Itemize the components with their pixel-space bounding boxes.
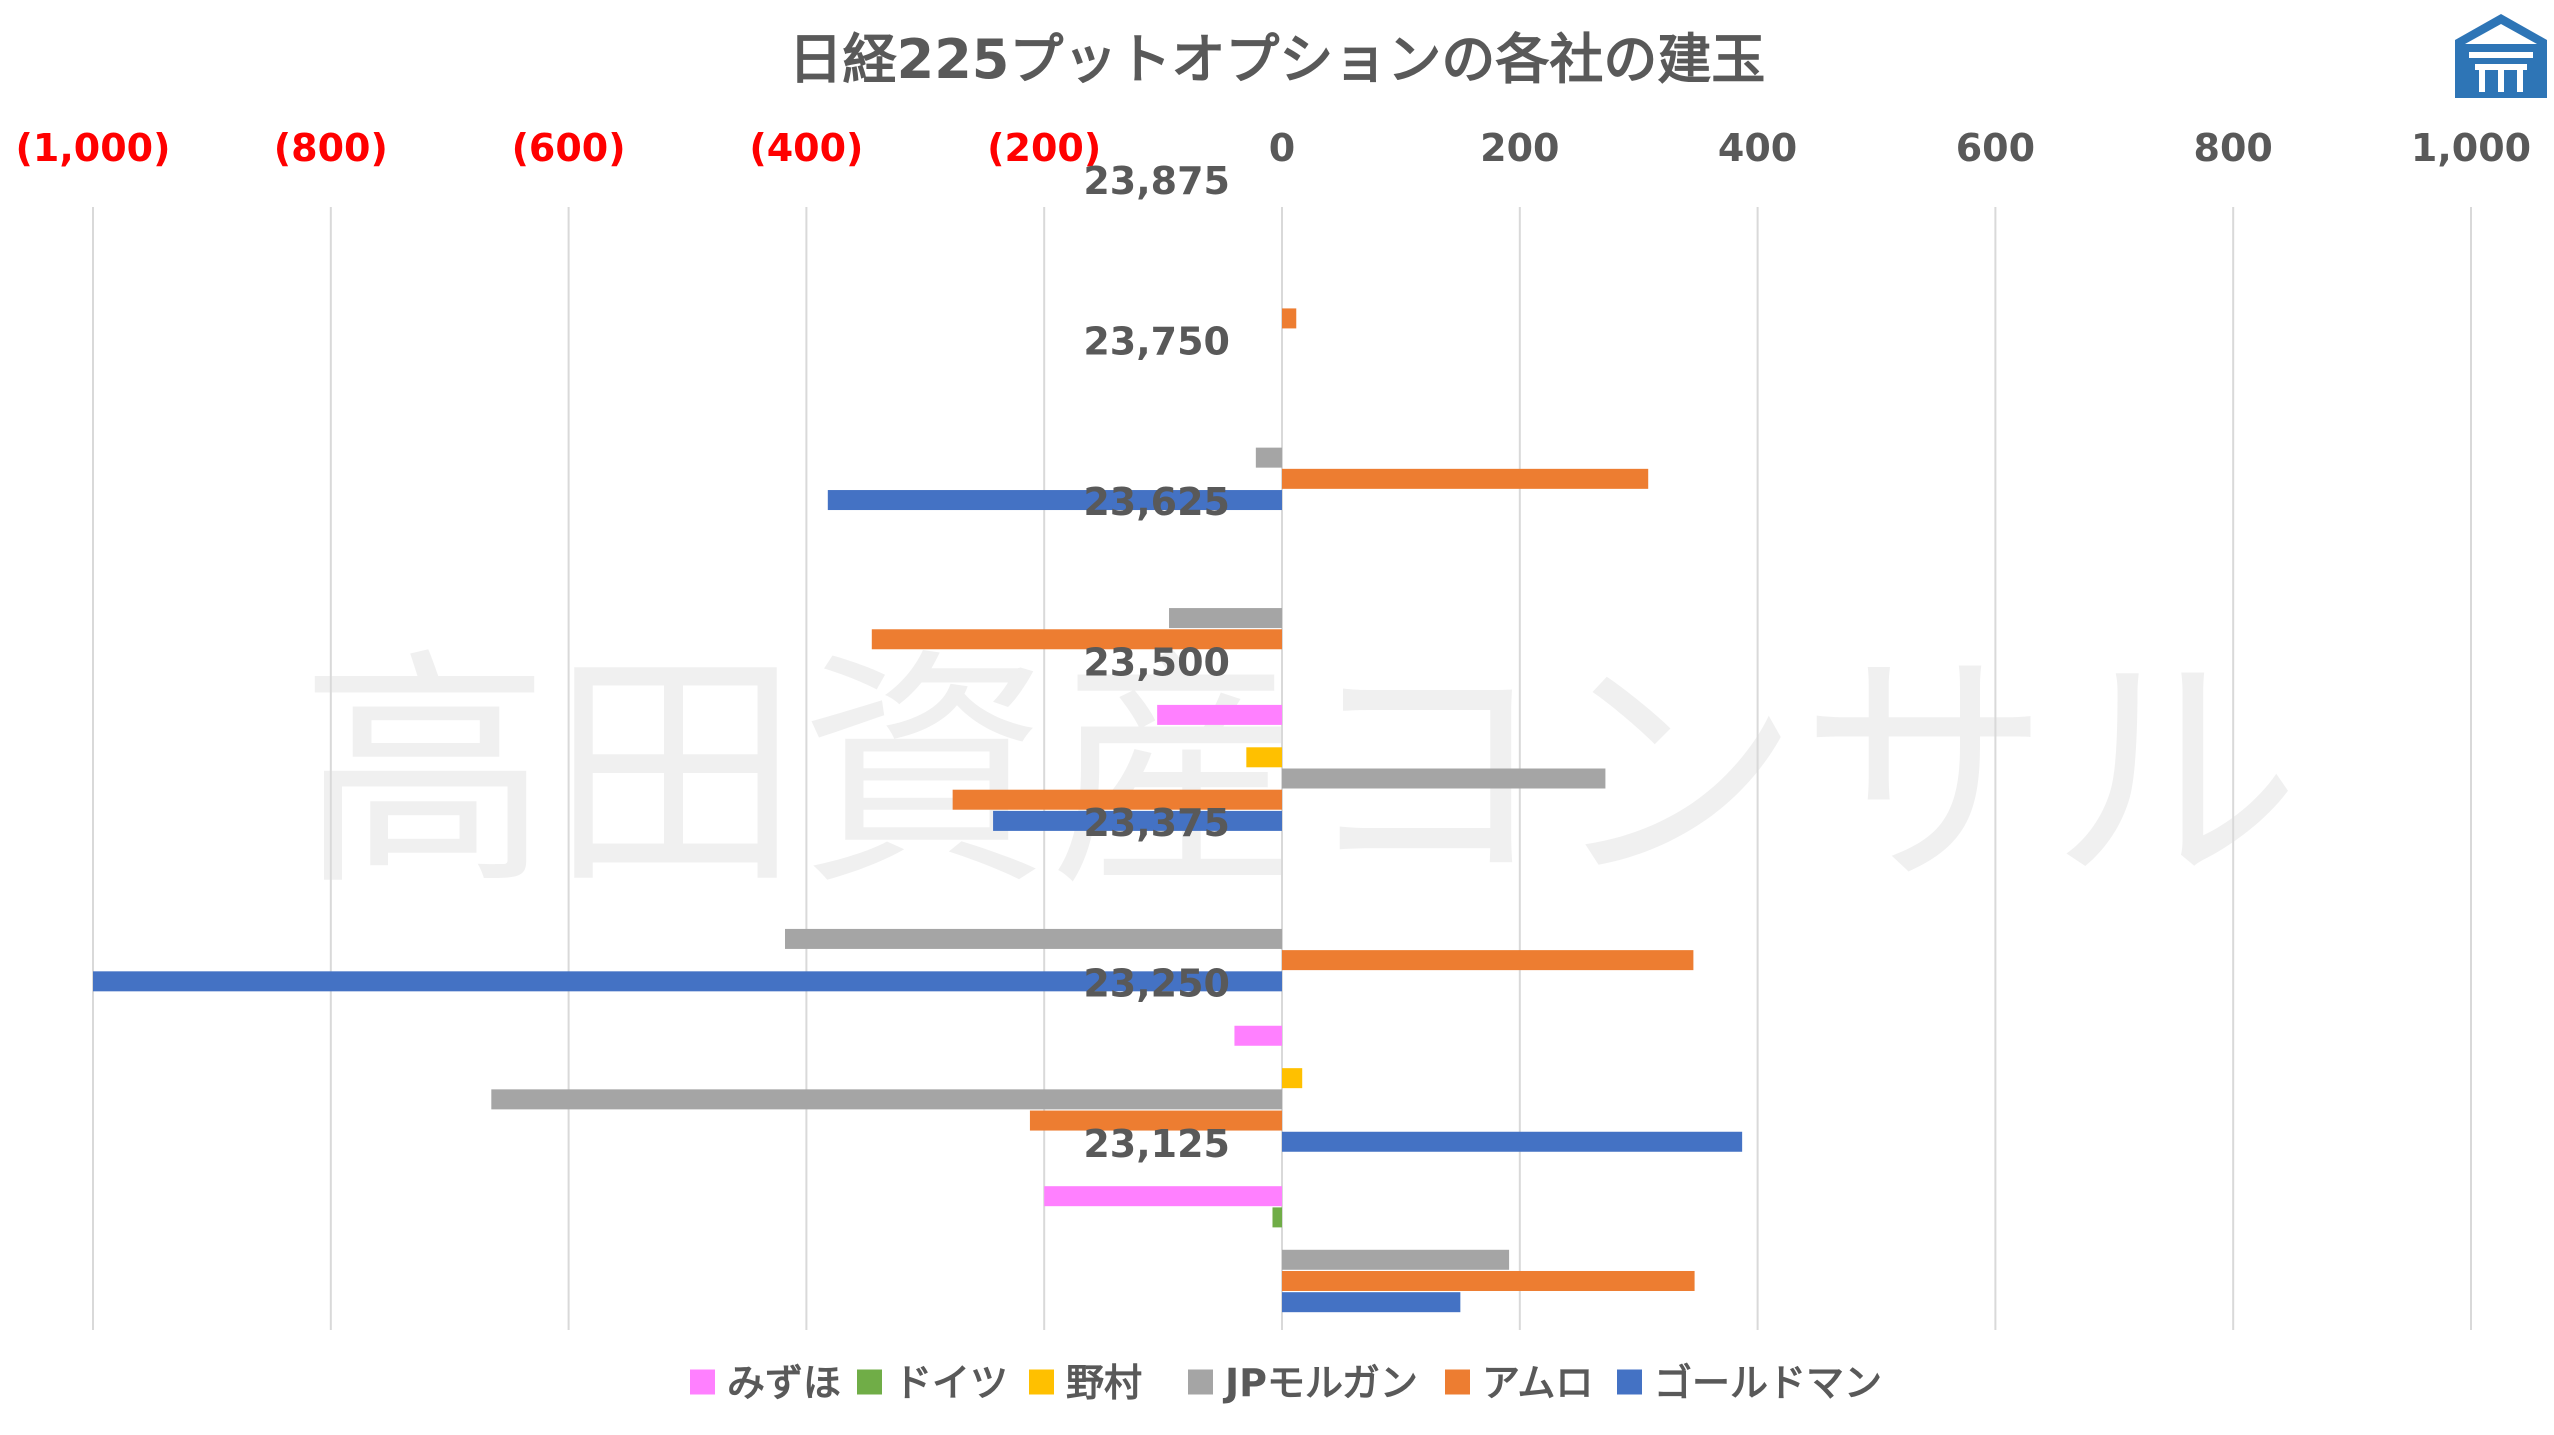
legend-label: アムロ: [1482, 1361, 1593, 1405]
category-label: 23,875: [1083, 159, 1230, 203]
category-label: 23,750: [1083, 320, 1230, 364]
legend-swatch: [1617, 1369, 1642, 1395]
legend-swatch: [857, 1369, 882, 1395]
bar: [1029, 1110, 1282, 1131]
legend-label: 野村: [1066, 1361, 1142, 1405]
x-tick-label: (600): [512, 126, 626, 170]
bar: [1282, 1292, 1461, 1313]
x-tick-label: 200: [1480, 126, 1559, 170]
category-label: 23,250: [1083, 961, 1230, 1005]
category-label: 23,375: [1083, 801, 1230, 845]
legend-label: ゴールドマン: [1654, 1361, 1882, 1405]
x-tick-label: (1,000): [16, 126, 171, 170]
bar: [1157, 704, 1282, 725]
bar: [1282, 1249, 1510, 1270]
bar: [1282, 1068, 1303, 1089]
bar: [1234, 1025, 1282, 1046]
bar: [993, 810, 1282, 831]
x-tick-label: (800): [274, 126, 388, 170]
bar: [1282, 768, 1606, 789]
category-label: 23,125: [1083, 1122, 1230, 1166]
bar: [1282, 468, 1649, 489]
legend-swatch: [1029, 1369, 1054, 1395]
bar: [1282, 950, 1694, 971]
x-tick-label: 0: [1269, 126, 1295, 170]
x-tick-label: 600: [1956, 126, 2035, 170]
x-tick-label: 1,000: [2411, 126, 2531, 170]
x-tick-label: 800: [2194, 126, 2273, 170]
legend-label: JPモルガン: [1222, 1361, 1418, 1405]
gridlines: [92, 207, 2472, 1330]
bar: [1282, 308, 1297, 329]
legend-label: みずほ: [727, 1361, 841, 1405]
bar: [491, 1089, 1282, 1110]
bar: [1272, 1207, 1282, 1228]
bar: [1255, 447, 1282, 468]
bar: [1169, 608, 1282, 629]
x-tick-label: 400: [1718, 126, 1797, 170]
takada-logo-icon: [2455, 14, 2547, 98]
bar: [871, 629, 1282, 650]
category-label: 23,625: [1083, 480, 1230, 524]
bar: [827, 490, 1282, 511]
legend-swatch: [1188, 1369, 1213, 1395]
legend: みずほ ドイツ 野村 JPモルガン アムロ ゴールドマン: [690, 1361, 1882, 1405]
bar: [952, 789, 1282, 810]
bar: [784, 928, 1282, 949]
bar: [1044, 1186, 1282, 1207]
legend-swatch: [690, 1369, 715, 1395]
bars: [93, 308, 1743, 1313]
legend-swatch: [1445, 1369, 1470, 1395]
x-tick-label: (200): [987, 126, 1101, 170]
chart-title: 日経225プットオプションの各社の建玉: [789, 28, 1766, 91]
x-tick-label: (400): [749, 126, 863, 170]
bar: [1282, 1131, 1743, 1152]
x-axis-ticks: (1,000) (800) (600) (400) (200) 0 200 400 600 800…: [16, 126, 2532, 170]
legend-label: ドイツ: [894, 1361, 1008, 1405]
category-labels: 23,875 23,750 23,625 23,500 23,375 23,250 23,1…: [1083, 159, 1230, 1166]
bar: [93, 971, 1282, 992]
bar: [1282, 1270, 1695, 1291]
category-label: 23,500: [1083, 641, 1230, 685]
bar: [1246, 747, 1282, 768]
